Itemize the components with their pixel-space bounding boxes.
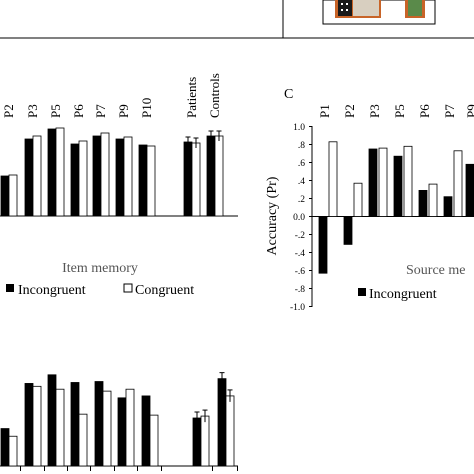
- bar-bottom-congruent-patients: [200, 415, 210, 467]
- bar-incongruent-p7: [92, 135, 102, 217]
- bar-bottom-incongruent-c5: [94, 381, 104, 467]
- xtick-p1: P1: [317, 104, 332, 118]
- bar-incongruent-p6: [70, 143, 80, 217]
- bar-bottom-incongruent-c6: [117, 397, 127, 467]
- xtick-p5: P5: [48, 104, 63, 118]
- bar-bottom-incongruent-c7: [141, 395, 151, 467]
- bar-incongruent-p5: [47, 128, 57, 217]
- bar-congruent-p7: [453, 150, 463, 217]
- legend-incongruent-label: Incongruent: [18, 283, 86, 298]
- legend-congruent-swatch: [123, 283, 133, 293]
- bar-bottom-congruent-c5: [102, 390, 112, 467]
- panel-c-label: C: [284, 87, 293, 102]
- bar-incongruent-p5: [393, 155, 403, 217]
- xtick-p5: P5: [392, 104, 407, 118]
- ytick--6: -.6: [295, 267, 306, 277]
- bar-bottom-congruent-c6: [125, 388, 135, 467]
- bar-bottom-congruent-c1: [8, 435, 18, 467]
- bar-congruent-p6: [78, 140, 88, 217]
- bar-congruent-p3: [378, 147, 388, 217]
- stimulus-thumbnail: [322, 0, 436, 25]
- ytick--2: .2: [298, 195, 305, 205]
- item-memory-xlabel: Item memory: [62, 261, 138, 276]
- ytick--4: .4: [298, 177, 305, 187]
- bar-bottom-incongruent-controls: [217, 378, 227, 467]
- bar-incongruent-p6: [418, 189, 428, 217]
- ytick--6: .6: [298, 159, 305, 169]
- bar-incongruent-p9: [115, 138, 125, 217]
- bar-incongruent-p3: [368, 148, 378, 217]
- bar-bottom-congruent-controls: [225, 395, 235, 467]
- ytick--8: -.8: [295, 285, 306, 295]
- bar-congruent-p6: [428, 183, 438, 217]
- ytick--2: -.2: [295, 231, 306, 241]
- bar-bottom-congruent-c2: [32, 385, 42, 467]
- ytick--1-0: -1.0: [290, 303, 305, 313]
- bar-bottom-congruent-c3: [55, 388, 65, 467]
- ytick-1-0: 1.0: [293, 123, 305, 133]
- xtick-p3: P3: [25, 104, 40, 118]
- xtick-p9: P9: [464, 104, 474, 118]
- bar-incongruent-p3: [24, 138, 34, 217]
- bar-incongruent-p2: [0, 175, 10, 217]
- bar-congruent-p7: [100, 132, 110, 217]
- bar-incongruent-p7: [443, 196, 453, 217]
- xtick-p10: P10: [139, 98, 154, 118]
- legend-item-panel: Incongruent Congruent: [6, 283, 194, 298]
- source-memory-ylabel: Accuracy (Pr): [265, 176, 280, 255]
- bar-congruent-p2: [353, 182, 363, 217]
- bar-incongruent-p2: [343, 216, 353, 245]
- legend-incongruent-swatch: [6, 284, 14, 292]
- xtick-controls: Controls: [207, 73, 222, 118]
- bar-incongruent-patients: [183, 141, 193, 217]
- source-memory-xlabel: Source me: [406, 263, 465, 278]
- bar-bottom-congruent-c7: [149, 414, 159, 467]
- bar-bottom-incongruent-c3: [47, 374, 57, 467]
- bar-congruent-controls: [214, 135, 224, 217]
- bar-incongruent-p10: [138, 144, 148, 217]
- bar-congruent-p10: [146, 145, 156, 217]
- bar-bottom-incongruent-c2: [24, 383, 34, 467]
- xtick-p7: P7: [442, 104, 457, 118]
- xtick-patients: Patients: [184, 77, 199, 118]
- bar-bottom-incongruent-c4: [70, 382, 80, 467]
- item-memory-chart: P2 P3 P5 P6 P7 P9 P10 Patients Controls Item mem…: [0, 73, 238, 276]
- xtick-p7: P7: [93, 104, 108, 118]
- bar-incongruent-p1: [318, 216, 328, 274]
- bar-incongruent-p9: [465, 163, 474, 217]
- legend-c-incongruent-label: Incongruent: [369, 287, 437, 302]
- bottom-chart: [0, 372, 238, 471]
- source-memory-chart: C 1.0 .8 .6 .4 .2 0.0 -.2 -.4 -.6 -.8 -1.0 P1 P2 P3 P…: [265, 87, 474, 313]
- xtick-p2: P2: [1, 104, 16, 118]
- bar-congruent-p2: [8, 174, 18, 217]
- bar-bottom-incongruent-c1: [0, 428, 10, 467]
- xtick-p6: P6: [71, 104, 86, 118]
- bar-congruent-p9: [123, 136, 133, 217]
- bar-congruent-p3: [32, 135, 42, 217]
- ytick--8: .8: [298, 141, 305, 151]
- xtick-p3: P3: [367, 104, 382, 118]
- bar-bottom-congruent-c4: [78, 413, 88, 467]
- bar-congruent-patients: [191, 142, 201, 217]
- ytick--4: -.4: [295, 249, 306, 259]
- ytick-0-0: 0.0: [293, 213, 305, 223]
- legend-c-incongruent-swatch: [358, 288, 366, 296]
- legend-source-panel: Incongruent: [358, 287, 437, 302]
- xtick-p6: P6: [417, 104, 432, 118]
- bar-congruent-p5: [403, 145, 413, 217]
- legend-congruent-label: Congruent: [135, 283, 194, 298]
- bar-bottom-incongruent-patients: [192, 417, 202, 467]
- bar-congruent-p1: [328, 141, 338, 217]
- bar-incongruent-controls: [206, 135, 216, 217]
- xtick-p9: P9: [116, 104, 131, 118]
- bar-congruent-p5: [55, 127, 65, 217]
- xtick-p2: P2: [342, 104, 357, 118]
